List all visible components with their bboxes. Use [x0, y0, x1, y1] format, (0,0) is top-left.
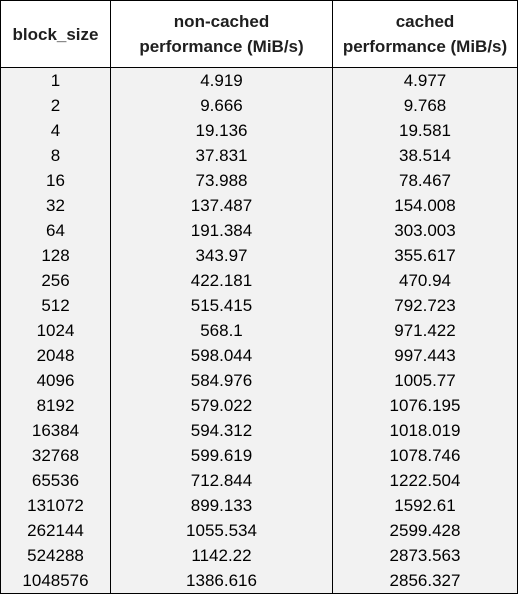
cell-block-size: 64: [0, 218, 111, 243]
cell-cached: 1018.019: [332, 418, 518, 443]
cell-block-size: 1024: [0, 318, 111, 343]
cell-non-cached: 594.312: [110, 418, 333, 443]
column-header-cached: cached performance (MiB/s): [332, 0, 518, 68]
cell-block-size: 8192: [0, 393, 111, 418]
cell-cached: 38.514: [332, 143, 518, 168]
cell-non-cached: 598.044: [110, 343, 333, 368]
cell-cached: 1592.61: [332, 493, 518, 518]
table-row: 524288 1142.22 2873.563: [0, 543, 518, 568]
table-row: 262144 1055.534 2599.428: [0, 518, 518, 543]
table-row: 65536 712.844 1222.504: [0, 468, 518, 493]
header-line: performance (MiB/s): [342, 37, 508, 56]
table-row: 32768 599.619 1078.746: [0, 443, 518, 468]
table-row: 1024 568.1 971.422: [0, 318, 518, 343]
performance-table: block_size non-cached performance (MiB/s)…: [0, 0, 518, 594]
table-row: 128 343.97 355.617: [0, 243, 518, 268]
cell-non-cached: 515.415: [110, 293, 333, 318]
cell-cached: 1076.195: [332, 393, 518, 418]
table-row: 512 515.415 792.723: [0, 293, 518, 318]
cell-cached: 303.003: [332, 218, 518, 243]
cell-block-size: 512: [0, 293, 111, 318]
cell-block-size: 4096: [0, 368, 111, 393]
cell-cached: 997.443: [332, 343, 518, 368]
table-row: 131072 899.133 1592.61: [0, 493, 518, 518]
table-header: block_size non-cached performance (MiB/s)…: [0, 0, 518, 68]
header-line: performance (MiB/s): [139, 37, 304, 56]
cell-block-size: 16: [0, 168, 111, 193]
table-row: 256 422.181 470.94: [0, 268, 518, 293]
cell-block-size: 8: [0, 143, 111, 168]
cell-non-cached: 4.919: [110, 67, 333, 93]
header-line: non-cached: [173, 12, 270, 31]
cell-cached: 78.467: [332, 168, 518, 193]
cell-non-cached: 899.133: [110, 493, 333, 518]
cell-block-size: 256: [0, 268, 111, 293]
cell-non-cached: 568.1: [110, 318, 333, 343]
table-row: 4096 584.976 1005.77: [0, 368, 518, 393]
table-row: 32 137.487 154.008: [0, 193, 518, 218]
cell-non-cached: 579.022: [110, 393, 333, 418]
column-header-non-cached: non-cached performance (MiB/s): [110, 0, 333, 68]
cell-cached: 154.008: [332, 193, 518, 218]
cell-cached: 355.617: [332, 243, 518, 268]
table-row: 2 9.666 9.768: [0, 93, 518, 118]
table-row: 16 73.988 78.467: [0, 168, 518, 193]
cell-block-size: 16384: [0, 418, 111, 443]
cell-non-cached: 137.487: [110, 193, 333, 218]
table-row: 8 37.831 38.514: [0, 143, 518, 168]
cell-non-cached: 584.976: [110, 368, 333, 393]
cell-non-cached: 599.619: [110, 443, 333, 468]
header-line: cached: [395, 12, 455, 31]
table-row: 8192 579.022 1076.195: [0, 393, 518, 418]
table-row: 4 19.136 19.581: [0, 118, 518, 143]
cell-cached: 2599.428: [332, 518, 518, 543]
cell-non-cached: 191.384: [110, 218, 333, 243]
cell-block-size: 1: [0, 67, 111, 93]
column-header-cached-label: cached performance (MiB/s): [343, 12, 507, 56]
cell-block-size: 262144: [0, 518, 111, 543]
cell-cached: 792.723: [332, 293, 518, 318]
table-row: 64 191.384 303.003: [0, 218, 518, 243]
cell-cached: 2873.563: [332, 543, 518, 568]
header-row: block_size non-cached performance (MiB/s)…: [0, 0, 518, 68]
cell-non-cached: 712.844: [110, 468, 333, 493]
cell-non-cached: 1055.534: [110, 518, 333, 543]
table-row: 1 4.919 4.977: [0, 67, 518, 93]
cell-block-size: 32768: [0, 443, 111, 468]
cell-cached: 2856.327: [332, 568, 518, 594]
table-row: 1048576 1386.616 2856.327: [0, 568, 518, 594]
cell-block-size: 524288: [0, 543, 111, 568]
cell-block-size: 128: [0, 243, 111, 268]
column-header-block-size: block_size: [0, 0, 111, 68]
cell-block-size: 2048: [0, 343, 111, 368]
table-body: 1 4.919 4.977 2 9.666 9.768 4 19.136 19.581 8 37.8…: [0, 67, 518, 594]
cell-block-size: 2: [0, 93, 111, 118]
cell-block-size: 65536: [0, 468, 111, 493]
column-header-non-cached-label: non-cached performance (MiB/s): [139, 12, 303, 56]
cell-non-cached: 19.136: [110, 118, 333, 143]
cell-cached: 1005.77: [332, 368, 518, 393]
cell-cached: 9.768: [332, 93, 518, 118]
cell-non-cached: 1142.22: [110, 543, 333, 568]
cell-non-cached: 37.831: [110, 143, 333, 168]
cell-cached: 4.977: [332, 67, 518, 93]
cell-non-cached: 9.666: [110, 93, 333, 118]
cell-non-cached: 343.97: [110, 243, 333, 268]
cell-block-size: 32: [0, 193, 111, 218]
cell-non-cached: 73.988: [110, 168, 333, 193]
cell-non-cached: 422.181: [110, 268, 333, 293]
cell-cached: 1222.504: [332, 468, 518, 493]
cell-cached: 19.581: [332, 118, 518, 143]
cell-cached: 971.422: [332, 318, 518, 343]
cell-block-size: 131072: [0, 493, 111, 518]
cell-block-size: 1048576: [0, 568, 111, 594]
cell-block-size: 4: [0, 118, 111, 143]
cell-cached: 470.94: [332, 268, 518, 293]
table-row: 2048 598.044 997.443: [0, 343, 518, 368]
table-row: 16384 594.312 1018.019: [0, 418, 518, 443]
cell-non-cached: 1386.616: [110, 568, 333, 594]
cell-cached: 1078.746: [332, 443, 518, 468]
